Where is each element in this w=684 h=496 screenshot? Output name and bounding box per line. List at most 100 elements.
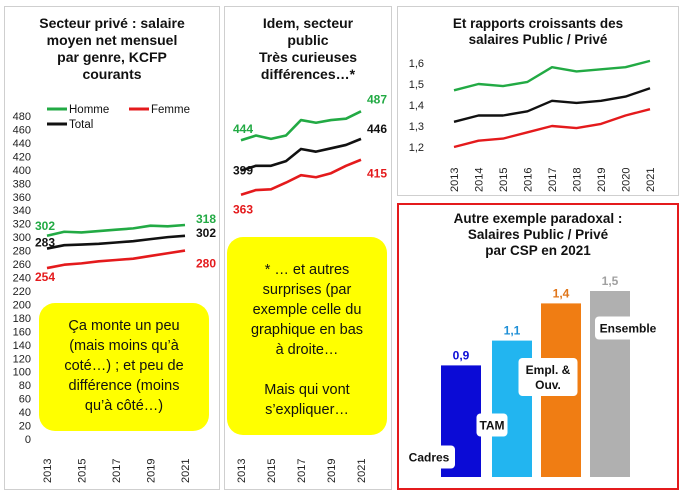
start-value-label: 444 [233, 122, 253, 136]
bar-value-label: 0,9 [453, 348, 470, 362]
y-tick-label: 300 [13, 232, 31, 244]
y-tick-label: 80 [19, 380, 31, 392]
series-line-total [240, 137, 362, 172]
y-tick-label: 440 [13, 138, 31, 150]
legend-label-femme: Femme [151, 104, 190, 116]
end-value-label: 487 [367, 92, 387, 106]
csp-chart: 0,9 Cadres 1,1 TAM 1,4 Empl. &Ouv. 1,5 Ensemble [403, 274, 661, 477]
private-sector-note: Ça monte un peu (mais moins qu’à coté…) … [39, 303, 209, 431]
series-line-femme [240, 158, 362, 196]
y-tick-label: 20 [19, 421, 31, 433]
x-tick-label: 2017 [111, 459, 123, 483]
bar-category-label: TAM [479, 419, 504, 433]
y-tick-label: 360 [13, 192, 31, 204]
y-tick-label: 1,4 [409, 100, 424, 112]
start-value-label: 302 [35, 219, 55, 233]
y-tick-label: 260 [13, 259, 31, 271]
x-tick-label: 2019 [326, 459, 338, 483]
y-tick-label: 320 [13, 219, 31, 231]
bar-value-label: 1,4 [553, 286, 570, 300]
ratios-chart: 1,2 1,3 1,4 1,5 1,6 2013 2014 2015 2016 2017 2018 2… [409, 58, 657, 192]
csp-title: Autre exemple paradoxal : Salaires Publi… [453, 211, 623, 258]
public-sector-chart: 2013 2015 2017 2019 2021 444 487 363 415 399 446 [233, 92, 387, 483]
x-tick-label: 2019 [146, 459, 158, 483]
bar-category-label-box [595, 316, 661, 340]
bar-category-label: Cadres [409, 451, 450, 465]
y-tick-label: 200 [13, 299, 31, 311]
private-sector-panel: Secteur privé : salaire moyen net mensue… [4, 6, 220, 490]
end-value-label: 318 [196, 212, 216, 226]
x-tick-label: 2017 [296, 459, 308, 483]
end-value-label: 302 [196, 226, 216, 240]
y-tick-label: 1,6 [409, 58, 424, 70]
series-line-green [453, 59, 651, 92]
y-tick-label: 0 [25, 434, 31, 446]
x-tick-label: 2015 [266, 459, 278, 483]
y-tick-label: 60 [19, 394, 31, 406]
y-tick-label: 140 [13, 340, 31, 352]
public-sector-note: * … et autres surprises (par exemple cel… [227, 237, 387, 435]
series-line-homme [240, 110, 362, 142]
x-tick-label: 2018 [572, 168, 584, 192]
start-value-label: 363 [233, 203, 253, 217]
x-tick-label: 2020 [621, 168, 633, 192]
y-tick-label: 460 [13, 124, 31, 136]
public-sector-panel: Idem, secteur public Très curieuses diff… [224, 6, 392, 490]
start-value-label: 254 [35, 270, 55, 284]
y-tick-label: 160 [13, 326, 31, 338]
y-tick-label: 120 [13, 353, 31, 365]
x-tick-label: 2013 [236, 459, 248, 483]
x-tick-label: 2015 [77, 459, 89, 483]
y-tick-label: 1,3 [409, 121, 424, 133]
x-tick-label: 2021 [645, 168, 657, 192]
bar-value-label: 1,5 [602, 274, 619, 288]
y-tick-label: 400 [13, 165, 31, 177]
csp-panel: Autre exemple paradoxal : Salaires Publi… [397, 203, 679, 490]
x-tick-label: 2013 [42, 459, 54, 483]
private-sector-chart: 0204060801001201401601802002202402602803… [13, 104, 217, 483]
legend-label-total: Total [69, 119, 93, 131]
y-tick-label: 280 [13, 246, 31, 258]
y-tick-label: 340 [13, 205, 31, 217]
end-value-label: 415 [367, 167, 387, 181]
x-tick-label: 2015 [498, 168, 510, 192]
y-tick-label: 180 [13, 313, 31, 325]
private-sector-title: Secteur privé : salaire moyen net mensue… [39, 15, 185, 82]
y-tick-label: 1,2 [409, 142, 424, 154]
start-value-label: 283 [35, 236, 55, 250]
ratios-panel: Et rapports croissants des salaires Publ… [397, 6, 679, 196]
legend-label-homme: Homme [69, 104, 109, 116]
bar-category-label: Ouv. [535, 378, 561, 392]
public-sector-title: Idem, secteur public Très curieuses diff… [258, 15, 358, 82]
public-sector-note-text: * … et autres surprises (par exemple cel… [250, 262, 364, 418]
x-tick-label: 2014 [474, 168, 486, 192]
bar-category-label-box [518, 358, 578, 396]
bar-category-label: Ensemble [600, 322, 657, 336]
x-tick-label: 2016 [523, 168, 535, 192]
y-tick-label: 240 [13, 273, 31, 285]
series-line-total [46, 234, 186, 250]
bar-category-label-box [476, 413, 508, 437]
series-line-red [453, 108, 651, 149]
ratios-title: Et rapports croissants des salaires Publ… [452, 16, 624, 47]
private-sector-note-text: Ça monte un peu (mais moins qu’à coté…) … [64, 318, 184, 414]
y-tick-label: 480 [13, 111, 31, 123]
y-tick-label: 420 [13, 151, 31, 163]
y-tick-label: 40 [19, 407, 31, 419]
y-tick-label: 380 [13, 178, 31, 190]
bar-category-label: Empl. & [526, 363, 571, 377]
y-tick-label: 100 [13, 367, 31, 379]
series-line-homme [46, 223, 186, 238]
x-tick-label: 2021 [180, 459, 192, 483]
x-tick-label: 2019 [596, 168, 608, 192]
y-tick-label: 1,5 [409, 79, 424, 91]
start-value-label: 399 [233, 164, 253, 178]
series-line-black [453, 87, 651, 123]
end-value-label: 446 [367, 122, 387, 136]
bar-category-label-box [403, 445, 455, 469]
end-value-label: 280 [196, 257, 216, 271]
x-tick-label: 2017 [547, 168, 559, 192]
series-line-femme [46, 249, 186, 270]
y-tick-label: 220 [13, 286, 31, 298]
x-tick-label: 2013 [449, 168, 461, 192]
